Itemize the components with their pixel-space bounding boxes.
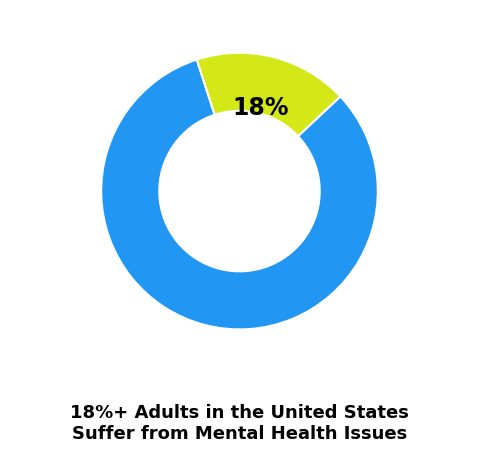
Text: 18%: 18% xyxy=(233,96,289,120)
Wedge shape xyxy=(197,53,341,136)
Wedge shape xyxy=(101,60,378,329)
Text: 18%+ Adults in the United States
Suffer from Mental Health Issues: 18%+ Adults in the United States Suffer … xyxy=(70,404,409,443)
